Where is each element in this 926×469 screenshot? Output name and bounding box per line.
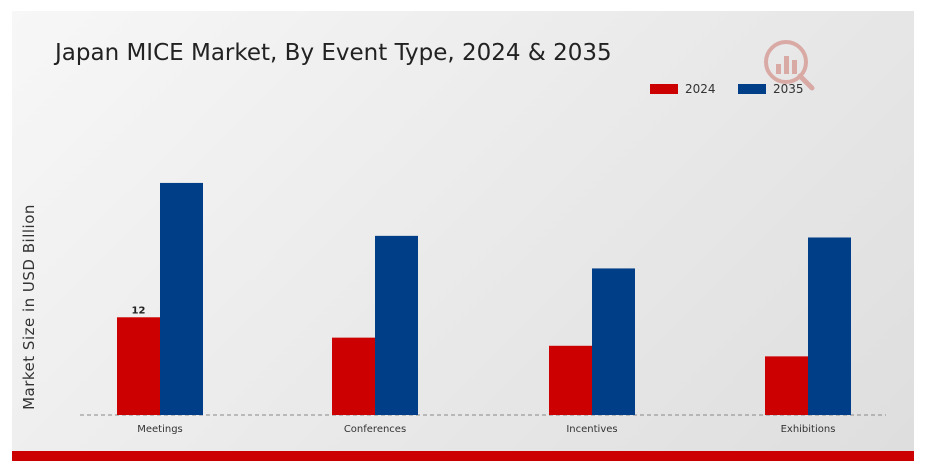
x-tick-label-exhibitions: Exhibitions <box>781 424 836 435</box>
bar-2035-exhibitions <box>808 237 851 415</box>
x-tick-label-incentives: Incentives <box>566 424 617 435</box>
legend-swatch-2024 <box>650 84 678 94</box>
bar-2035-incentives <box>592 268 635 415</box>
bottom-accent-bar <box>12 451 914 461</box>
legend-swatch-2035 <box>738 84 766 94</box>
bar-2035-conferences <box>375 235 418 415</box>
x-tick-label-conferences: Conferences <box>344 424 406 435</box>
bar-2024-exhibitions <box>765 356 808 415</box>
x-tick-label-meetings: Meetings <box>137 424 183 435</box>
bar-2024-conferences <box>332 337 375 415</box>
legend-item-2035: 2035 <box>738 82 804 96</box>
bar-2024-incentives <box>549 345 592 415</box>
bar-2024-meetings <box>117 317 160 415</box>
data-label-2024-meetings: 12 <box>132 305 146 316</box>
chart-title: Japan MICE Market, By Event Type, 2024 &… <box>55 40 612 66</box>
legend-label-2024: 2024 <box>685 82 716 96</box>
legend-item-2024: 2024 <box>650 82 716 96</box>
bar-2035-meetings <box>160 182 203 415</box>
legend-label-2035: 2035 <box>773 82 804 96</box>
watermark-logo-icon <box>764 40 815 91</box>
